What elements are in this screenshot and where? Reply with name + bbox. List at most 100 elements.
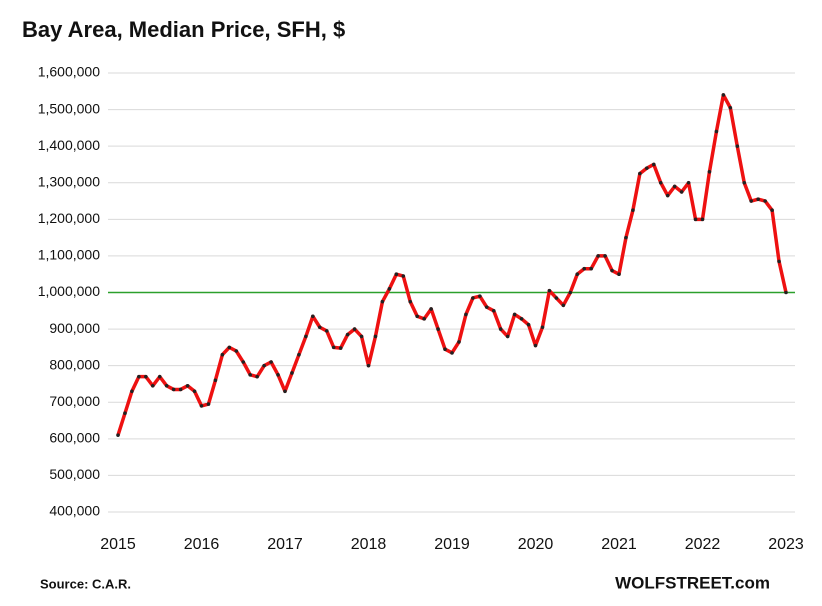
point [338, 346, 343, 350]
point [491, 308, 496, 313]
point [735, 144, 740, 148]
point [624, 235, 628, 240]
point [693, 217, 698, 222]
point [728, 105, 733, 110]
point [408, 299, 413, 304]
chart-title: Bay Area, Median Price, SFH, $ [22, 17, 345, 42]
x-tick-label: 2022 [685, 536, 721, 553]
point [380, 299, 385, 304]
y-tick-label: 400,000 [49, 503, 100, 519]
point [234, 349, 239, 353]
point [116, 433, 120, 437]
point [763, 199, 767, 203]
point [171, 387, 176, 392]
point [345, 332, 350, 337]
point [700, 217, 705, 222]
point [749, 199, 754, 203]
y-tick-label: 1,600,000 [38, 64, 100, 80]
point [443, 347, 447, 352]
point [707, 169, 712, 174]
point [575, 272, 580, 277]
y-tick-label: 1,100,000 [38, 247, 100, 263]
point [519, 317, 524, 321]
watermark: WOLFSTREET.com [615, 573, 770, 592]
point [401, 274, 406, 278]
point [269, 360, 273, 364]
y-tick-label: 1,500,000 [38, 100, 100, 116]
point [777, 259, 781, 264]
point [130, 389, 134, 394]
point [651, 162, 656, 167]
point [220, 352, 225, 357]
point [137, 374, 141, 379]
point [283, 389, 287, 394]
point [457, 340, 461, 344]
point [164, 383, 169, 388]
point [610, 268, 614, 273]
point [471, 296, 475, 300]
point [144, 374, 148, 379]
source: Source: C.A.R. [40, 576, 131, 591]
point [262, 363, 266, 368]
y-tick-label: 900,000 [49, 320, 100, 336]
point [436, 327, 440, 331]
point [178, 387, 183, 392]
x-tick-label: 2019 [434, 536, 470, 553]
point [304, 334, 308, 339]
point [547, 288, 552, 293]
point [450, 351, 454, 355]
y-tick-label: 600,000 [49, 430, 100, 446]
point [311, 314, 315, 319]
point [596, 254, 600, 258]
point [464, 312, 468, 317]
point [679, 190, 684, 194]
y-tick-label: 1,400,000 [38, 137, 100, 153]
y-tick-label: 1,000,000 [38, 283, 100, 299]
point [498, 327, 503, 331]
point [582, 266, 587, 271]
point [331, 345, 336, 350]
point [478, 294, 482, 298]
point [366, 363, 371, 368]
point [554, 296, 559, 300]
point [387, 287, 392, 291]
point [199, 404, 204, 408]
point [185, 383, 190, 388]
point [422, 317, 426, 321]
point [255, 374, 259, 379]
point [658, 180, 663, 185]
point [686, 180, 691, 185]
point [317, 325, 322, 330]
point [290, 371, 294, 375]
point [638, 171, 642, 176]
y-tick-label: 1,200,000 [38, 210, 100, 226]
point [568, 290, 573, 295]
point [241, 360, 246, 364]
point [415, 314, 420, 319]
point [770, 208, 774, 212]
point [512, 312, 517, 317]
point [123, 411, 127, 416]
point [359, 334, 364, 339]
y-tick-label: 1,300,000 [38, 173, 100, 189]
point [157, 374, 162, 379]
x-tick-label: 2016 [184, 536, 220, 553]
point [540, 325, 545, 330]
point [784, 290, 788, 295]
point [394, 272, 399, 277]
point [721, 93, 726, 97]
point [526, 322, 531, 327]
point [373, 334, 378, 339]
x-tick-label: 2017 [267, 536, 303, 553]
point [672, 184, 677, 189]
x-tick-label: 2023 [768, 536, 804, 553]
point [227, 345, 232, 350]
point [484, 305, 489, 309]
point [429, 307, 433, 311]
point [206, 402, 211, 406]
point [714, 129, 719, 134]
x-tick-label: 2020 [518, 536, 554, 553]
y-tick-label: 800,000 [49, 356, 100, 372]
y-tick-label: 700,000 [49, 393, 100, 409]
point [756, 197, 760, 202]
